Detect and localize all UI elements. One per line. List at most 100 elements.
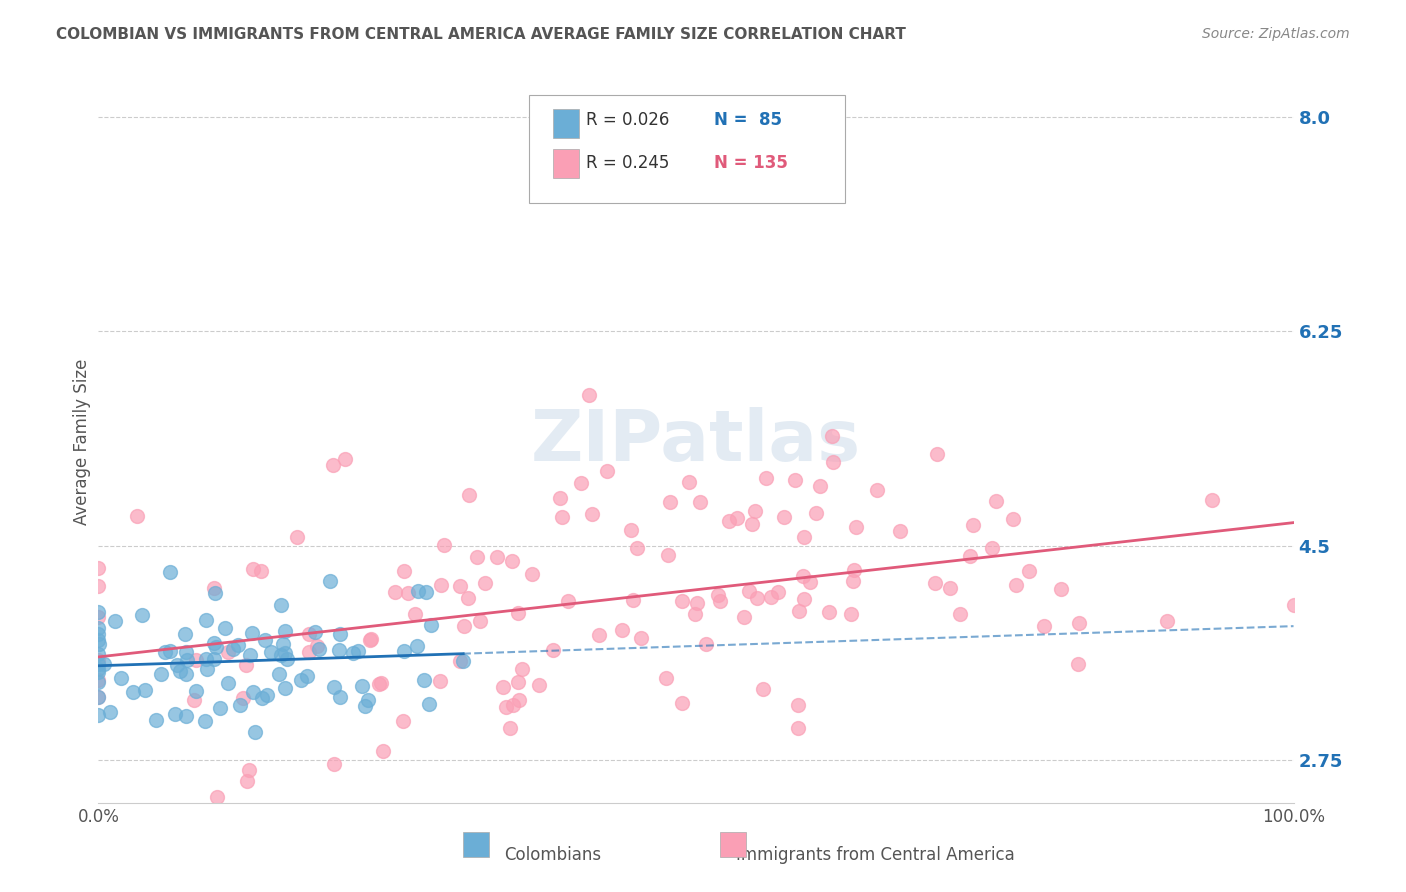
Colombians (418, 697, 440, 711)
Immigrants from Central America (202, 582, 225, 596)
Immigrants from Central America (322, 458, 344, 472)
Immigrants from Central America (465, 549, 488, 564)
Immigrants from Central America (706, 824, 728, 838)
Colombians (110, 672, 132, 686)
Immigrants from Central America (527, 678, 550, 692)
Immigrants from Central America (839, 607, 862, 621)
Immigrants from Central America (384, 584, 406, 599)
Immigrants from Central America (87, 579, 110, 593)
Colombians (204, 640, 226, 654)
Colombians (322, 680, 344, 694)
Colombians (308, 642, 330, 657)
Text: Immigrants from Central America: Immigrants from Central America (735, 847, 1015, 864)
Immigrants from Central America (761, 590, 783, 604)
Immigrants from Central America (453, 619, 475, 633)
Colombians (290, 673, 312, 687)
Immigrants from Central America (1069, 615, 1091, 630)
Immigrants from Central America (457, 591, 479, 605)
Colombians (153, 645, 176, 659)
Immigrants from Central America (502, 698, 524, 713)
Immigrants from Central America (520, 566, 543, 581)
Immigrants from Central America (1156, 614, 1178, 628)
Immigrants from Central America (818, 605, 841, 619)
Immigrants from Central America (737, 584, 759, 599)
Immigrants from Central America (657, 548, 679, 562)
Immigrants from Central America (508, 606, 530, 620)
Colombians (254, 633, 277, 648)
Colombians (269, 667, 291, 681)
Colombians (202, 636, 225, 650)
Colombians (122, 685, 145, 699)
Immigrants from Central America (371, 744, 394, 758)
Immigrants from Central America (207, 790, 229, 805)
Colombians (329, 626, 352, 640)
Immigrants from Central America (959, 549, 981, 563)
Immigrants from Central America (430, 578, 453, 592)
Immigrants from Central America (506, 675, 529, 690)
Immigrants from Central America (842, 574, 865, 589)
Immigrants from Central America (370, 676, 392, 690)
Colombians (87, 605, 110, 619)
Colombians (451, 655, 474, 669)
Colombians (239, 648, 262, 663)
Colombians (412, 673, 434, 687)
Immigrants from Central America (391, 714, 413, 728)
Text: N =  85: N = 85 (714, 111, 782, 129)
Immigrants from Central America (658, 494, 681, 508)
Immigrants from Central America (845, 519, 868, 533)
Colombians (87, 707, 110, 722)
Text: N = 135: N = 135 (714, 154, 787, 172)
Immigrants from Central America (468, 614, 491, 628)
Immigrants from Central America (924, 576, 946, 591)
Colombians (87, 665, 110, 680)
Immigrants from Central America (766, 585, 789, 599)
Immigrants from Central America (962, 518, 984, 533)
Immigrants from Central America (335, 452, 357, 467)
Immigrants from Central America (548, 491, 571, 505)
Text: Source: ZipAtlas.com: Source: ZipAtlas.com (1202, 27, 1350, 41)
Colombians (276, 652, 298, 666)
Colombians (319, 574, 342, 588)
Immigrants from Central America (695, 637, 717, 651)
Colombians (357, 693, 380, 707)
Text: COLOMBIAN VS IMMIGRANTS FROM CENTRAL AMERICA AVERAGE FAMILY SIZE CORRELATION CHA: COLOMBIAN VS IMMIGRANTS FROM CENTRAL AME… (56, 27, 905, 42)
Immigrants from Central America (474, 575, 496, 590)
Colombians (350, 679, 373, 693)
Immigrants from Central America (1049, 582, 1071, 597)
Immigrants from Central America (981, 541, 1004, 556)
Colombians (328, 643, 350, 657)
Immigrants from Central America (183, 692, 205, 706)
Colombians (240, 626, 263, 640)
Y-axis label: Average Family Size: Average Family Size (73, 359, 91, 524)
Immigrants from Central America (678, 475, 700, 489)
Colombians (87, 662, 110, 676)
Immigrants from Central America (458, 488, 481, 502)
Immigrants from Central America (799, 574, 821, 589)
Immigrants from Central America (429, 674, 451, 689)
Immigrants from Central America (449, 579, 471, 593)
Immigrants from Central America (725, 511, 748, 525)
Immigrants from Central America (786, 722, 808, 736)
Colombians (87, 633, 110, 648)
Immigrants from Central America (499, 722, 522, 736)
Immigrants from Central America (307, 640, 329, 654)
Immigrants from Central America (368, 677, 391, 691)
Immigrants from Central America (232, 690, 254, 705)
Immigrants from Central America (285, 530, 308, 544)
Colombians (408, 583, 430, 598)
Immigrants from Central America (495, 700, 517, 714)
Colombians (134, 683, 156, 698)
Colombians (270, 598, 292, 612)
Immigrants from Central America (927, 447, 949, 461)
Immigrants from Central America (626, 541, 648, 555)
Colombians (347, 644, 370, 658)
Immigrants from Central America (1282, 598, 1305, 612)
Colombians (163, 707, 186, 722)
Immigrants from Central America (238, 763, 260, 777)
Colombians (273, 624, 295, 639)
Immigrants from Central America (939, 581, 962, 595)
Text: Colombians: Colombians (503, 847, 602, 864)
Bar (553, 149, 579, 178)
Colombians (202, 651, 225, 665)
Colombians (174, 667, 197, 681)
